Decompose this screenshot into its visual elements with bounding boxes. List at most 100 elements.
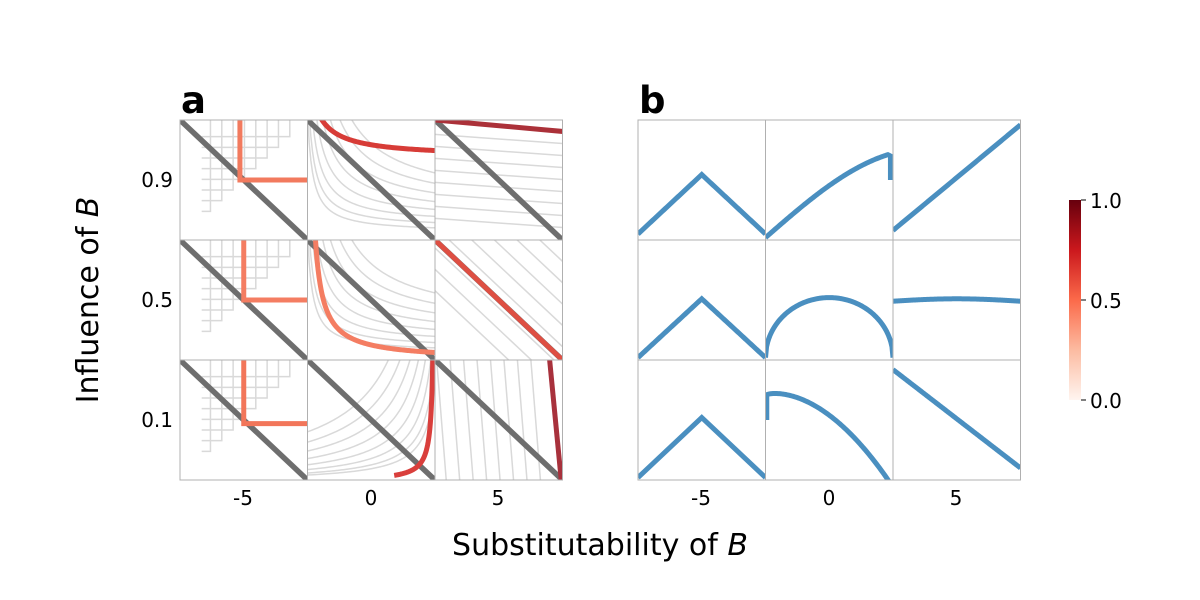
budget-line: [435, 360, 563, 480]
colorbar-tick-label-0.5: 0.5: [1090, 289, 1122, 313]
indifference-curve: [307, 360, 435, 471]
curve-b: [638, 295, 766, 360]
panel-b-cell-2-0: [637, 359, 766, 481]
optimal-curve: [241, 240, 308, 303]
indifference-curve: [307, 360, 435, 445]
x-tick-label-b--5: -5: [691, 486, 711, 510]
y-axis-title: Influence of B: [71, 197, 106, 404]
panel-b-label: b: [639, 79, 666, 122]
indifference-curve: [502, 360, 516, 480]
indifference-curve: [201, 120, 212, 213]
y-tick-label-0.9: 0.9: [141, 168, 173, 192]
indifference-curve: [435, 290, 563, 360]
indifference-curve: [435, 133, 563, 145]
panel-b-cell-1-0: [637, 239, 766, 361]
indifference-curve: [201, 360, 212, 453]
x-tick-label-a--5: -5: [233, 486, 253, 510]
panel-a-cell-1-2: [434, 239, 563, 361]
x-tick-label-b-5: 5: [950, 486, 963, 510]
indifference-curve: [515, 360, 529, 480]
indifference-curve: [307, 360, 435, 477]
curve-b: [765, 390, 893, 480]
panel-b-cell-2-1: [765, 359, 894, 481]
indifference-curve: [435, 240, 563, 360]
indifference-curve: [201, 240, 280, 269]
indifference-curve: [307, 120, 435, 203]
indifference-curve: [435, 240, 563, 350]
indifference-curve: [201, 240, 223, 322]
indifference-curve: [475, 360, 489, 480]
panel-a-cell-1-1: [307, 239, 436, 361]
panel-a-x-tick-labels: -5 0 5: [233, 486, 504, 510]
optimal-curve: [435, 240, 563, 360]
panel-a-cell-0-1: [307, 119, 436, 241]
curve-b: [765, 151, 893, 240]
indifference-curve: [307, 240, 435, 338]
indifference-curve: [201, 120, 234, 191]
indifference-curve: [307, 240, 435, 306]
indifference-curve: [307, 240, 435, 331]
curve-b: [893, 296, 1021, 304]
indifference-curve: [435, 157, 563, 169]
indifference-curve: [307, 360, 435, 461]
indifference-curve: [201, 240, 234, 311]
panel-b-cell-1-2: [892, 239, 1021, 361]
indifference-curve: [307, 240, 435, 315]
y-tick-label-0.1: 0.1: [141, 408, 173, 432]
indifference-curve: [307, 360, 435, 467]
indifference-curve: [307, 120, 435, 211]
budget-line: [307, 240, 435, 360]
panel-b-cell-0-1: [765, 119, 894, 241]
panel-a-cell-2-2: [434, 359, 563, 481]
curve-b: [893, 122, 1021, 233]
indifference-curve: [201, 120, 280, 149]
panel-b: [637, 119, 1021, 481]
y-tick-labels: 0.9 0.5 0.1: [141, 168, 173, 432]
colorbar-tick-label-0.0: 0.0: [1090, 389, 1122, 413]
colorbar-tick-label-1.0: 1.0: [1090, 189, 1122, 213]
x-tick-label-a-0: 0: [365, 486, 378, 510]
cell-frame: [434, 359, 563, 481]
optimal-curve: [545, 360, 563, 480]
indifference-curve: [435, 247, 563, 360]
cell-frame: [892, 359, 1021, 481]
panel-b-cell-2-2: [892, 359, 1021, 481]
panel-a: [179, 119, 563, 481]
curve-b: [638, 171, 766, 236]
indifference-curve: [201, 240, 291, 258]
colorbar: 1.0 0.5 0.0: [1069, 189, 1122, 413]
indifference-curve: [307, 360, 435, 435]
indifference-curve: [307, 120, 435, 229]
budget-line: [435, 120, 563, 240]
curve-b: [765, 295, 893, 358]
indifference-curve: [307, 360, 435, 454]
indifference-curve: [307, 120, 435, 186]
panel-b-x-tick-labels: -5 0 5: [691, 486, 962, 510]
x-axis-title: Substitutability of B: [452, 528, 748, 563]
indifference-curve: [435, 193, 563, 205]
indifference-curve: [307, 240, 435, 296]
indifference-curve: [201, 360, 291, 378]
optimal-curve: [241, 360, 308, 427]
indifference-curve: [435, 181, 563, 193]
optimal-curve: [435, 120, 563, 135]
indifference-curve: [435, 240, 563, 329]
optimal-curve: [307, 120, 435, 154]
indifference-curve: [529, 360, 543, 480]
panel-b-cell-0-0: [637, 119, 766, 241]
curve-b: [893, 367, 1021, 470]
indifference-curve: [307, 360, 435, 475]
indifference-curve: [201, 360, 223, 442]
optimal-curve: [237, 120, 308, 183]
optimal-curve: [311, 240, 435, 356]
indifference-curve: [435, 205, 563, 217]
indifference-curve: [435, 145, 563, 157]
indifference-curve: [448, 360, 462, 480]
indifference-curve: [435, 169, 563, 181]
indifference-curve: [435, 360, 448, 480]
indifference-curve: [307, 240, 435, 349]
indifference-curve: [307, 120, 435, 218]
panel-a-label: a: [181, 79, 206, 122]
optimal-curve: [393, 360, 435, 478]
indifference-curve: [435, 268, 563, 360]
